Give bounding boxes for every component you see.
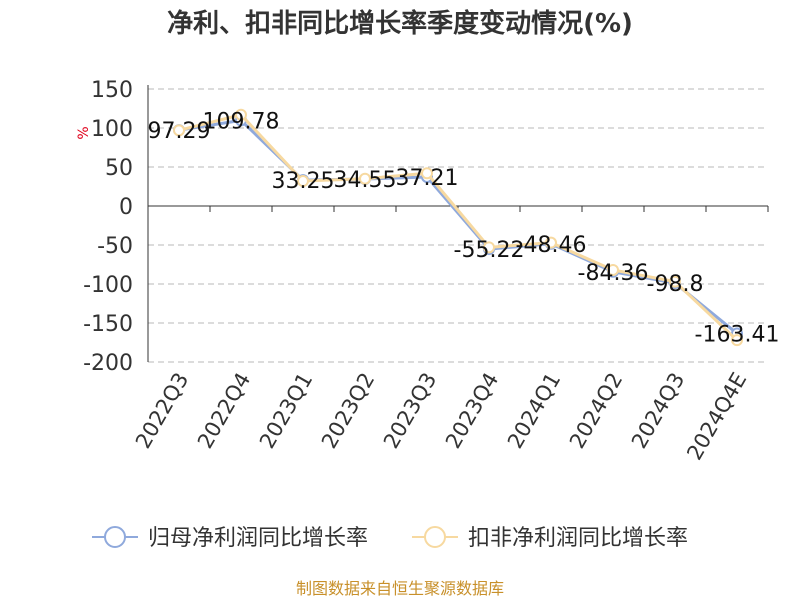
series-line-1: [178, 118, 738, 335]
series-2-point: [731, 334, 743, 347]
x-tick-label: 2023Q2: [317, 369, 379, 453]
legend-item-series-2[interactable]: 扣非净利润同比增长率: [412, 526, 688, 551]
plot-area: [173, 108, 743, 347]
x-tick-label: 2022Q4: [193, 369, 255, 453]
series-2-point: [421, 167, 433, 180]
y-tick-label: -50: [97, 234, 133, 259]
y-tick-label: 50: [105, 156, 133, 181]
series-2-point: [545, 236, 557, 249]
x-tick-label: 2023Q3: [379, 369, 441, 453]
y-tick-label: -200: [83, 351, 133, 376]
data-label: 34.55: [334, 168, 397, 193]
legend-marker-series-1: [104, 526, 126, 548]
legend-label-series-1: 归母净利润同比增长率: [148, 526, 368, 551]
x-tick-label: 2023Q4: [441, 369, 503, 453]
data-label: -84.36: [578, 261, 649, 286]
x-tick-label: 2024Q2: [565, 369, 627, 453]
y-unit-label: %: [76, 126, 92, 139]
data-label: -48.46: [516, 233, 587, 258]
data-label: 97.29: [148, 119, 211, 144]
series-2-point: [607, 263, 619, 276]
series-2-point: [297, 175, 309, 188]
legend-item-series-1[interactable]: 归母净利润同比增长率: [92, 526, 368, 551]
y-tick-label: 100: [91, 117, 133, 142]
x-tick-label: 2023Q1: [255, 369, 317, 453]
data-label: -55.22: [454, 238, 525, 263]
legend-marker-series-2: [424, 526, 446, 548]
y-tick-label: -100: [83, 273, 133, 298]
series-2-point: [173, 124, 185, 137]
x-tick-label: 2024Q4E: [682, 369, 751, 465]
series-2-point: [483, 241, 495, 254]
series-2-point: [359, 172, 371, 185]
chart-title: 净利、扣非同比增长率季度变动情况(%): [167, 8, 633, 39]
series-2-point: [669, 275, 681, 288]
x-tick-label: 2024Q3: [627, 369, 689, 453]
x-tick-label: 2024Q1: [503, 369, 565, 453]
legend: 归母净利润同比增长率 扣非净利润同比增长率: [92, 526, 688, 551]
y-tick-label: 0: [119, 195, 133, 220]
data-label: 37.21: [396, 166, 459, 191]
data-label: 33.25: [272, 169, 335, 194]
y-tick-label: 150: [91, 78, 133, 103]
series-line-2: [178, 113, 739, 342]
y-tick-label: -150: [83, 312, 133, 337]
data-label: 109.78: [203, 109, 280, 134]
legend-label-series-2: 扣非净利润同比增长率: [468, 526, 688, 551]
source-note: 制图数据来自恒生聚源数据库: [296, 579, 504, 598]
series-2-point: [235, 108, 247, 121]
grid: [148, 88, 768, 363]
x-tick-label: 2022Q3: [131, 369, 193, 453]
data-label: -163.41: [695, 322, 780, 347]
data-label: -98.8: [647, 272, 704, 297]
